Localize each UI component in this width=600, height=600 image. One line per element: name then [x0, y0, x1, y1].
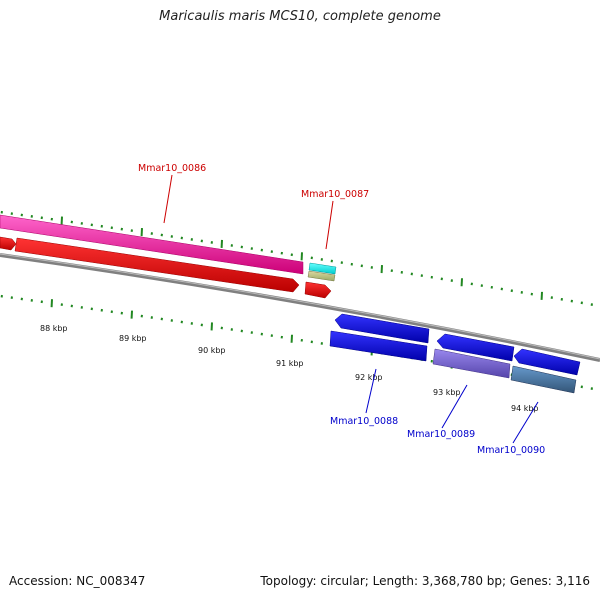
map-title: Maricaulis maris MCS10, complete genome: [159, 9, 441, 24]
gene-label-mmar10-0086[interactable]: Mmar10_0086: [138, 163, 206, 224]
scale-labels: 88 kbp 89 kbp 90 kbp 91 kbp 92 kbp 93 kb…: [40, 324, 539, 413]
scale-label: 88 kbp: [40, 324, 68, 333]
feature-khaki-bar[interactable]: [307, 270, 336, 282]
feature-steel-bar-mmar10-0090[interactable]: [510, 365, 577, 394]
scale-label: 89 kbp: [119, 334, 147, 343]
feature-pink-bar[interactable]: [0, 214, 304, 275]
forward-strand-features: [0, 214, 337, 299]
feature-red-arrow-left[interactable]: [0, 236, 17, 251]
gene-label-text[interactable]: Mmar10_0090: [477, 445, 545, 456]
feature-red-arrow-mmar10-0087[interactable]: [304, 281, 332, 299]
feature-blue-arrow-upper-2[interactable]: [436, 333, 515, 362]
gene-label-mmar10-0090[interactable]: Mmar10_0090: [477, 401, 545, 456]
scale-label: 94 kbp: [511, 404, 539, 413]
gene-label-mmar10-0088[interactable]: Mmar10_0088: [330, 368, 398, 427]
gene-label-text[interactable]: Mmar10_0086: [138, 163, 206, 174]
genome-summary-text: Topology: circular; Length: 3,368,780 bp…: [260, 574, 590, 588]
genome-backbone: [0, 253, 600, 362]
feature-purple-bar-mmar10-0089[interactable]: [432, 348, 511, 379]
outer-tick-track: [0, 210, 593, 306]
feature-blue-arrow-upper-1[interactable]: [334, 313, 430, 344]
gene-label-text[interactable]: Mmar10_0087: [301, 189, 369, 200]
feature-blue-bar-mmar10-0088[interactable]: [329, 330, 428, 362]
gene-label-mmar10-0087[interactable]: Mmar10_0087: [301, 189, 369, 250]
accession-text: Accession: NC_008347: [9, 574, 146, 588]
gene-label-text[interactable]: Mmar10_0089: [407, 429, 475, 440]
gene-label-mmar10-0089[interactable]: Mmar10_0089: [407, 384, 475, 440]
feature-blue-arrow-upper-3[interactable]: [513, 348, 581, 376]
feature-red-arrow-mmar10-0086[interactable]: [14, 237, 300, 293]
reverse-strand-features: [329, 313, 581, 394]
scale-label: 93 kbp: [433, 388, 461, 397]
feature-cyan-bar-mmar10-0087[interactable]: [308, 262, 337, 275]
gene-label-text[interactable]: Mmar10_0088: [330, 416, 398, 427]
scale-label: 91 kbp: [276, 359, 304, 368]
scale-label: 90 kbp: [198, 346, 226, 355]
scale-label: 92 kbp: [355, 373, 383, 382]
